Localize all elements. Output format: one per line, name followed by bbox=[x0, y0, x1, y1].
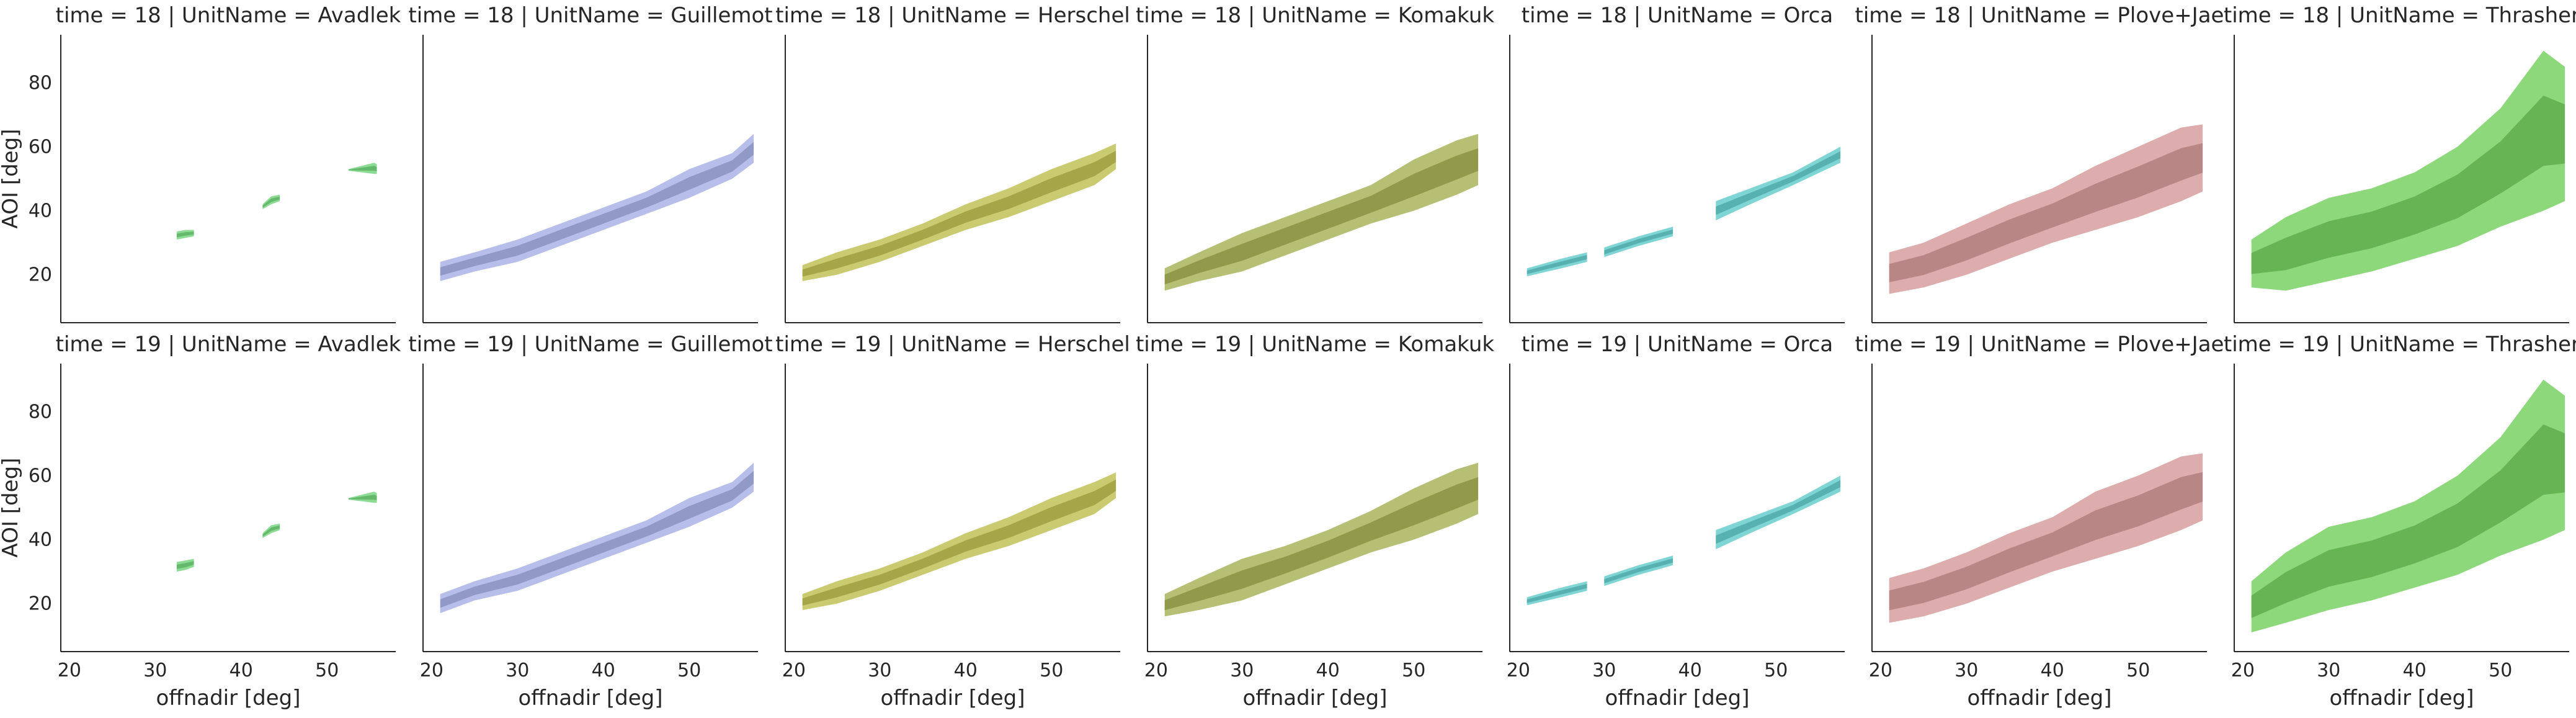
data-band-core bbox=[1716, 480, 1841, 544]
y-axis-label: AOI [deg] bbox=[0, 458, 23, 558]
data-band-core bbox=[1889, 472, 2203, 611]
panel: time = 19 | UnitName = Herschel 20 30 40 50 o… bbox=[775, 332, 1130, 711]
x-axis-label: offnadir [deg] bbox=[1242, 686, 1387, 711]
data-band-core bbox=[1716, 151, 1841, 215]
data-band-core bbox=[262, 525, 280, 537]
y-axis-label: AOI [deg] bbox=[0, 129, 23, 229]
y-tick-label: 60 bbox=[29, 136, 52, 158]
y-tick-label: 60 bbox=[29, 465, 52, 487]
data-band-core bbox=[802, 479, 1116, 606]
x-tick-label: 50 bbox=[1764, 660, 1788, 681]
y-tick-label: 80 bbox=[29, 401, 52, 423]
panel: time = 19 | UnitName = Guillemot 20 30 40 50… bbox=[408, 332, 772, 711]
x-tick-label: 50 bbox=[315, 660, 339, 681]
x-tick-label: 50 bbox=[2489, 660, 2512, 681]
data-band-core bbox=[2251, 424, 2565, 618]
panel-title: time = 18 | UnitName = Thrasher bbox=[2224, 3, 2576, 28]
x-tick-label: 50 bbox=[2126, 660, 2150, 681]
x-tick-label: 20 bbox=[2231, 660, 2255, 681]
panel: time = 18 | UnitName = Thrasher bbox=[2224, 3, 2576, 323]
data-band-core bbox=[802, 150, 1116, 277]
panel-title: time = 18 | UnitName = Guillemot bbox=[408, 3, 772, 28]
data-band-core bbox=[1526, 254, 1587, 274]
x-axis-label: offnadir [deg] bbox=[2329, 686, 2474, 711]
panel-title: time = 19 | UnitName = Guillemot bbox=[408, 332, 772, 357]
panel-title: time = 19 | UnitName = Orca bbox=[1522, 332, 1833, 357]
x-tick-label: 40 bbox=[592, 660, 615, 681]
x-tick-label: 40 bbox=[2041, 660, 2064, 681]
data-band-core bbox=[262, 196, 280, 208]
x-tick-label: 20 bbox=[1507, 660, 1530, 681]
x-tick-label: 30 bbox=[1592, 660, 1616, 681]
x-tick-label: 20 bbox=[420, 660, 443, 681]
data-band bbox=[440, 133, 754, 281]
panel: time = 19 | UnitName = Orca 20 30 40 50 offna… bbox=[1507, 332, 1845, 711]
x-tick-label: 40 bbox=[954, 660, 978, 681]
x-tick-label: 20 bbox=[782, 660, 806, 681]
y-tick-label: 20 bbox=[29, 264, 52, 286]
panel-title: time = 18 | UnitName = Plove+Jae bbox=[1855, 3, 2224, 28]
data-band-core bbox=[2251, 96, 2565, 274]
x-tick-label: 40 bbox=[1678, 660, 1702, 681]
x-axis-label: offnadir [deg] bbox=[518, 686, 662, 711]
y-tick-label: 80 bbox=[29, 72, 52, 94]
panel: time = 18 | UnitName = Komakuk bbox=[1136, 3, 1494, 323]
data-band-core bbox=[176, 231, 194, 238]
panel-title: time = 18 | UnitName = Avadlek bbox=[56, 3, 401, 28]
panel: time = 18 | UnitName = Plove+Jae bbox=[1855, 3, 2224, 323]
data-band-core bbox=[1604, 558, 1674, 583]
x-tick-label: 30 bbox=[2317, 660, 2340, 681]
x-tick-label: 20 bbox=[58, 660, 81, 681]
panel-title: time = 18 | UnitName = Herschel bbox=[775, 3, 1130, 28]
data-band-core bbox=[1889, 143, 2203, 282]
x-tick-label: 40 bbox=[2403, 660, 2427, 681]
panel-title: time = 18 | UnitName = Komakuk bbox=[1136, 3, 1494, 28]
x-tick-label: 50 bbox=[1402, 660, 1425, 681]
x-tick-label: 30 bbox=[1954, 660, 1978, 681]
x-axis-label: offnadir [deg] bbox=[156, 686, 300, 711]
panel-title: time = 19 | UnitName = Plove+Jae bbox=[1855, 332, 2224, 357]
data-band-core bbox=[440, 470, 754, 608]
x-tick-label: 20 bbox=[1144, 660, 1168, 681]
data-band-core bbox=[348, 495, 377, 500]
panel: time = 18 | UnitName = Herschel bbox=[775, 3, 1130, 323]
data-band-core bbox=[440, 141, 754, 276]
panel-title: time = 19 | UnitName = Thrasher bbox=[2224, 332, 2576, 357]
panel: time = 18 | UnitName = Avadlek 20 40 60 80 AO… bbox=[0, 3, 401, 323]
data-band-core bbox=[1526, 583, 1587, 603]
panel: time = 19 | UnitName = Avadlek 20 40 60 80 AO… bbox=[0, 332, 401, 711]
y-tick-label: 40 bbox=[29, 529, 52, 551]
x-tick-label: 30 bbox=[868, 660, 891, 681]
x-axis-label: offnadir [deg] bbox=[880, 686, 1025, 711]
data-band-core bbox=[1164, 477, 1479, 611]
panel: time = 19 | UnitName = Thrasher 20 30 40 50 o… bbox=[2224, 332, 2576, 711]
panel: time = 19 | UnitName = Komakuk 20 30 40 50 of… bbox=[1136, 332, 1494, 711]
y-tick-label: 20 bbox=[29, 593, 52, 615]
panel-title: time = 19 | UnitName = Avadlek bbox=[56, 332, 401, 357]
x-tick-label: 40 bbox=[230, 660, 253, 681]
x-tick-label: 30 bbox=[1230, 660, 1254, 681]
x-axis-label: offnadir [deg] bbox=[1967, 686, 2111, 711]
panel-title: time = 18 | UnitName = Orca bbox=[1522, 3, 1833, 28]
panel: time = 18 | UnitName = Orca bbox=[1509, 3, 1845, 323]
data-band-core bbox=[1164, 148, 1479, 285]
x-axis-label: offnadir [deg] bbox=[1605, 686, 1749, 711]
panel: time = 19 | UnitName = Plove+Jae 20 30 40 50… bbox=[1855, 332, 2224, 711]
x-tick-label: 30 bbox=[143, 660, 167, 681]
panel-title: time = 19 | UnitName = Komakuk bbox=[1136, 332, 1494, 357]
x-tick-label: 20 bbox=[1869, 660, 1892, 681]
x-tick-label: 30 bbox=[506, 660, 529, 681]
data-band-core bbox=[1604, 229, 1674, 254]
panel: time = 18 | UnitName = Guillemot bbox=[408, 3, 773, 323]
y-tick-label: 40 bbox=[29, 200, 52, 222]
x-tick-label: 40 bbox=[1316, 660, 1340, 681]
panel-title: time = 19 | UnitName = Herschel bbox=[775, 332, 1130, 357]
x-tick-label: 50 bbox=[677, 660, 701, 681]
data-band-core bbox=[176, 561, 194, 569]
x-tick-label: 50 bbox=[1040, 660, 1063, 681]
data-band-core bbox=[348, 166, 377, 171]
